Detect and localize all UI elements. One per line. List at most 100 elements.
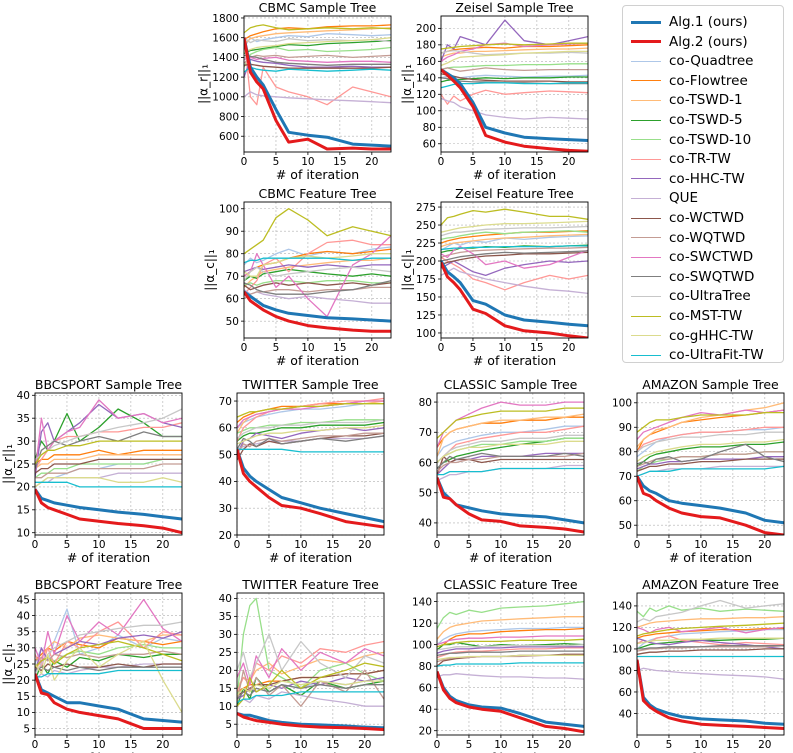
series-line-co-flowtree	[244, 24, 391, 41]
series-line-co-tswd-5	[35, 653, 182, 681]
series-line-co-tr-tw	[244, 239, 391, 295]
series-line-co-tswd-5	[637, 441, 784, 467]
x-axis-label: # of iteration	[669, 550, 752, 565]
y-tick-label: 120	[412, 618, 432, 630]
y-tick-label: 1400	[212, 52, 239, 64]
series-group	[35, 399, 182, 535]
y-tick-label: 40	[17, 610, 30, 622]
series-line-co-ghhc-tw	[637, 637, 784, 645]
legend-item: co-WQTWD	[631, 228, 745, 248]
y-tick-label: 5	[23, 723, 30, 735]
series-line-co-swqtwd	[237, 684, 384, 700]
series-line-co-ghhc-tw	[437, 440, 584, 463]
series-line-co-tr-tw	[441, 256, 588, 291]
series-line-co-mst-tw	[437, 638, 584, 648]
x-tick-label: 15	[530, 342, 543, 354]
series-line-alg2	[35, 488, 182, 535]
series-line-alg1	[244, 37, 391, 148]
panel-title: TWITTER Sample Tree	[241, 377, 378, 392]
panel-zeisel-feature: 0 5 10 15 20 100 125 150 175 200 225 250 275 Zeisel F…	[400, 186, 589, 368]
series-line-alg1	[35, 488, 182, 521]
legend-item: co-TSWD-5	[631, 110, 743, 130]
x-tick-label: 15	[124, 739, 137, 751]
legend-label: co-MST-TW	[669, 308, 743, 324]
x-axis-label: # of iteration	[67, 750, 150, 753]
series-line-co-ghhc-tw	[237, 680, 384, 696]
x-tick-label: 20	[758, 739, 771, 751]
series-line-co-tswd-10	[637, 605, 784, 618]
series-line-co-wctwd	[244, 63, 391, 69]
x-tick-label: 20	[358, 739, 371, 751]
legend-label: co-Quadtree	[669, 53, 754, 70]
panel-title: BBCSPORT Sample Tree	[35, 377, 183, 392]
legend-label: QUE	[669, 190, 699, 207]
y-tick-label: 20	[219, 665, 232, 677]
x-tick-label: 5	[64, 539, 71, 551]
series-line-co-ghhc-tw	[441, 220, 588, 233]
series-line-alg1	[237, 711, 384, 730]
x-tick-label: 15	[326, 539, 339, 551]
y-tick-label: 1000	[212, 92, 239, 104]
legend-item: Alg.2 (ours)	[631, 32, 748, 52]
y-tick-label: 40	[17, 390, 30, 402]
y-axis-label: ||α_r||₁	[197, 64, 211, 104]
x-tick-label: 15	[326, 739, 339, 751]
series-line-alg1	[244, 290, 391, 323]
y-tick-label: 160	[416, 56, 436, 68]
y-tick-label: 90	[226, 226, 239, 238]
y-tick-label: 40	[419, 704, 432, 716]
x-axis-label: # of iteration	[269, 750, 352, 753]
series-line-co-tswd-10	[437, 600, 584, 629]
legend-item: co-TSWD-1	[631, 90, 743, 110]
series-line-co-ultrafit-tw	[437, 662, 584, 667]
x-tick-label: 10	[494, 539, 507, 551]
y-tick-label: 60	[219, 423, 232, 435]
series-line-co-swqtwd	[244, 280, 391, 295]
y-tick-label: 30	[219, 503, 232, 515]
series-line-co-mst-tw	[237, 662, 384, 707]
series-line-co-tr-tw	[437, 425, 584, 478]
series-line-co-quadtree	[237, 403, 384, 429]
series-line-co-wqtwd	[244, 54, 391, 64]
y-tick-label: 70	[226, 271, 239, 283]
series-line-que	[437, 464, 584, 482]
series-line-co-ultratree	[437, 643, 584, 651]
series-line-co-ultrafit-tw	[35, 481, 182, 488]
series-group	[637, 402, 784, 535]
y-tick-label: 25	[17, 659, 30, 671]
y-tick-label: 60	[226, 293, 239, 305]
y-axis-label: ||α_c||₁	[1, 643, 15, 685]
series-line-co-ghhc-tw	[35, 477, 182, 488]
panel-title: Zeisel Feature Tree	[455, 186, 574, 201]
series-line-co-ultrafit-tw	[237, 448, 384, 453]
legend-swatch	[631, 335, 661, 337]
x-tick-label: 5	[470, 342, 477, 354]
legend-item: co-Quadtree	[631, 51, 753, 71]
x-tick-label: 15	[530, 156, 543, 168]
y-tick-label: 60	[419, 682, 432, 694]
series-line-co-ultratree	[35, 621, 182, 675]
series-line-co-quadtree	[441, 235, 588, 251]
y-tick-label: 25	[17, 459, 30, 471]
series-line-co-swctwd	[35, 399, 182, 474]
series-line-co-swctwd	[237, 648, 384, 686]
legend-swatch	[631, 99, 661, 101]
panel-bbcsport-sample: 0 5 10 15 20 10 15 20 25 30 35 40 BBCSPORT Sample Tr…	[1, 377, 183, 565]
series-line-co-tr-tw	[237, 640, 384, 693]
y-tick-label: 100	[416, 328, 436, 340]
series-line-co-flowtree	[441, 230, 588, 244]
series-line-co-swctwd	[441, 245, 588, 269]
series-line-alg2	[237, 448, 384, 529]
series-line-co-tr-tw	[244, 37, 391, 106]
panel-twitter-sample: 0 5 10 15 20 20 30 40 50 60 70 TWITTER Sample Tree #…	[219, 377, 385, 565]
legend-swatch	[631, 40, 661, 44]
y-tick-label: 15	[17, 505, 30, 517]
legend-swatch	[631, 119, 661, 121]
series-line-co-hhc-tw	[437, 646, 584, 654]
y-tick-label: 15	[17, 691, 30, 703]
y-tick-label: 35	[219, 611, 232, 623]
series-line-alg1	[441, 260, 588, 328]
series-line-co-swqtwd	[637, 443, 784, 465]
y-tick-label: 40	[619, 708, 632, 720]
y-tick-label: 1800	[212, 13, 239, 25]
